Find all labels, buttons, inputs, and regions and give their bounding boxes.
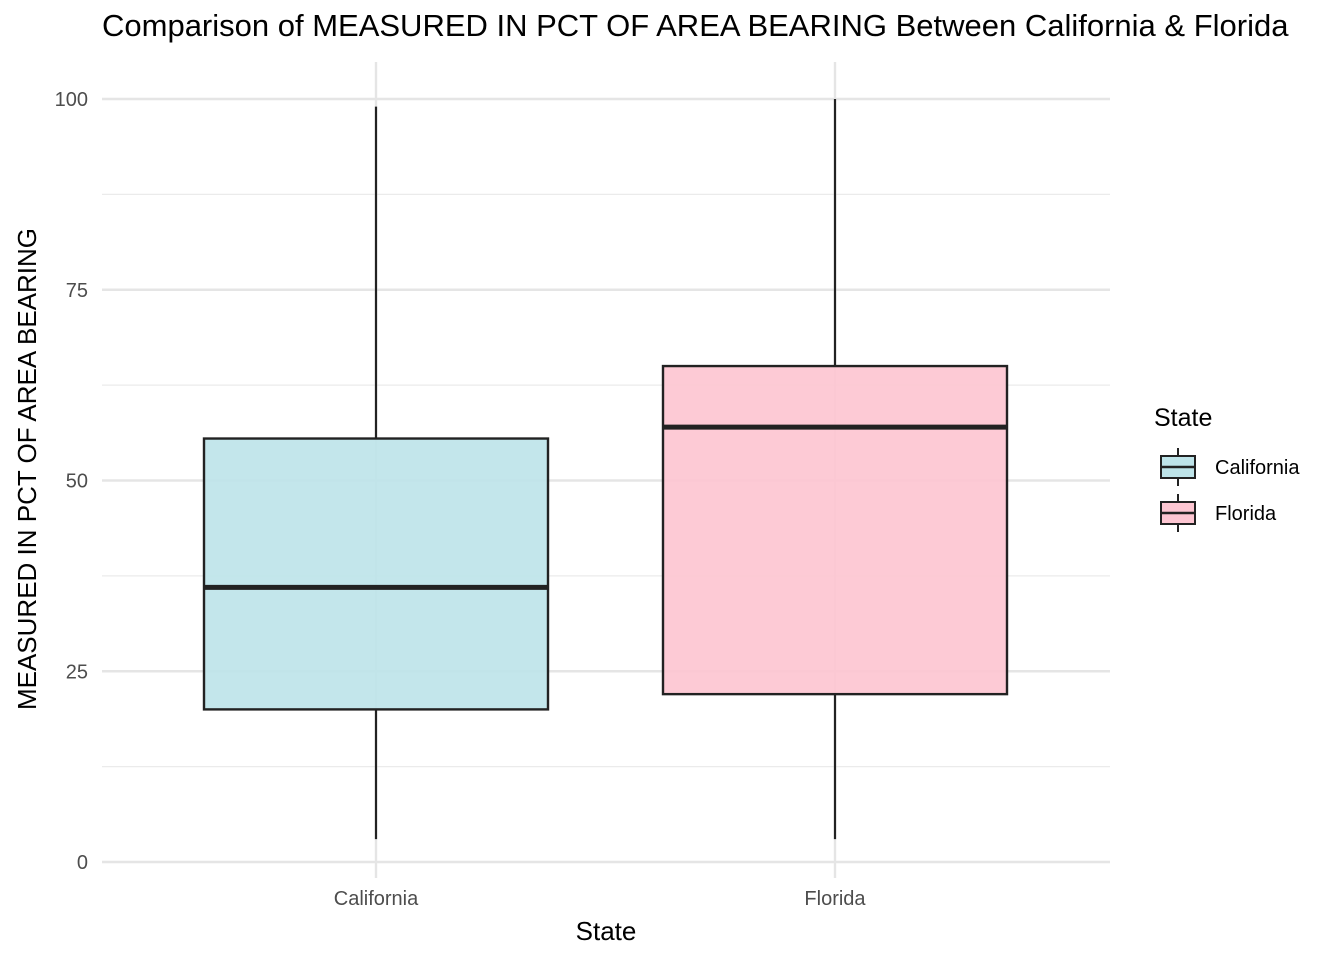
box-body bbox=[202, 437, 550, 711]
legend-item-florida: Florida bbox=[1160, 494, 1277, 532]
y-tick-label: 25 bbox=[66, 661, 88, 683]
chart-title: Comparison of MEASURED IN PCT OF AREA BE… bbox=[102, 8, 1289, 43]
legend-item-california: California bbox=[1160, 448, 1300, 486]
y-tick-label: 100 bbox=[55, 89, 88, 111]
boxes bbox=[202, 99, 1009, 840]
x-axis-label: State bbox=[576, 916, 637, 946]
legend: State California Florida bbox=[1154, 404, 1300, 532]
legend-label: California bbox=[1215, 457, 1300, 479]
legend-label: Florida bbox=[1215, 503, 1277, 525]
x-tick-label: Florida bbox=[804, 888, 866, 910]
x-tick-label: California bbox=[334, 888, 419, 910]
y-tick-label: 50 bbox=[66, 471, 88, 493]
y-tick-label: 0 bbox=[77, 852, 88, 874]
y-tick-label: 75 bbox=[66, 280, 88, 302]
y-axis-tick-labels: 0 25 50 75 100 bbox=[55, 89, 88, 874]
y-axis-label: MEASURED IN PCT OF AREA BEARING bbox=[12, 228, 42, 710]
box-body bbox=[661, 364, 1009, 696]
legend-title: State bbox=[1154, 404, 1212, 432]
box-florida bbox=[661, 99, 1009, 840]
box-california bbox=[202, 106, 550, 840]
x-axis-tick-labels: California Florida bbox=[334, 888, 867, 910]
